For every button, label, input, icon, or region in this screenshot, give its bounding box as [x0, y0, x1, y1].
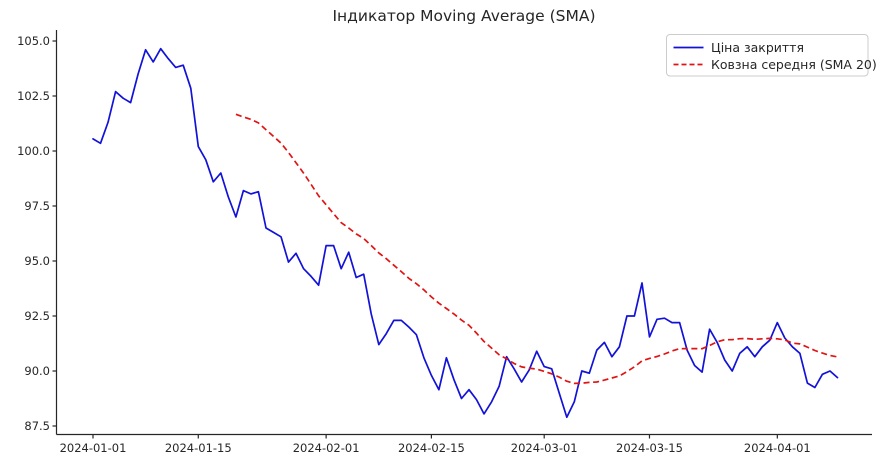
- y-tick-label: 95.0: [24, 254, 50, 268]
- x-axis-ticks: 2024-01-01 2024-01-15 2024-02-01 2024-02-15…: [60, 434, 811, 455]
- y-tick-label: 87.5: [24, 419, 50, 433]
- x-tick-label: 2024-03-15: [616, 441, 683, 455]
- y-axis-ticks: 87.5 90.0 92.5 95.0 97.5 100.0 102.5 105.0: [17, 34, 57, 433]
- y-tick-label: 105.0: [17, 34, 50, 48]
- legend-sma-label: Ковзна середня (SMA 20): [711, 57, 877, 72]
- x-tick-label: 2024-02-01: [293, 441, 360, 455]
- x-tick-label: 2024-04-01: [744, 441, 811, 455]
- y-tick-label: 102.5: [17, 89, 50, 103]
- legend-price-label: Ціна закриття: [711, 40, 804, 55]
- x-tick-label: 2024-02-15: [398, 441, 465, 455]
- x-tick-label: 2024-01-15: [165, 441, 232, 455]
- legend: Ціна закриття Ковзна середня (SMA 20): [666, 34, 877, 77]
- legend-box: [666, 34, 869, 77]
- y-tick-label: 100.0: [17, 144, 50, 158]
- y-tick-label: 97.5: [24, 199, 50, 213]
- x-tick-label: 2024-01-01: [60, 441, 127, 455]
- y-tick-label: 92.5: [24, 309, 50, 323]
- sma-line-series: [235, 113, 838, 385]
- price-line-series: [92, 47, 839, 419]
- x-tick-label: 2024-03-01: [511, 441, 578, 455]
- chart-title: Індикатор Moving Average (SMA): [332, 7, 595, 25]
- y-tick-label: 90.0: [24, 364, 50, 378]
